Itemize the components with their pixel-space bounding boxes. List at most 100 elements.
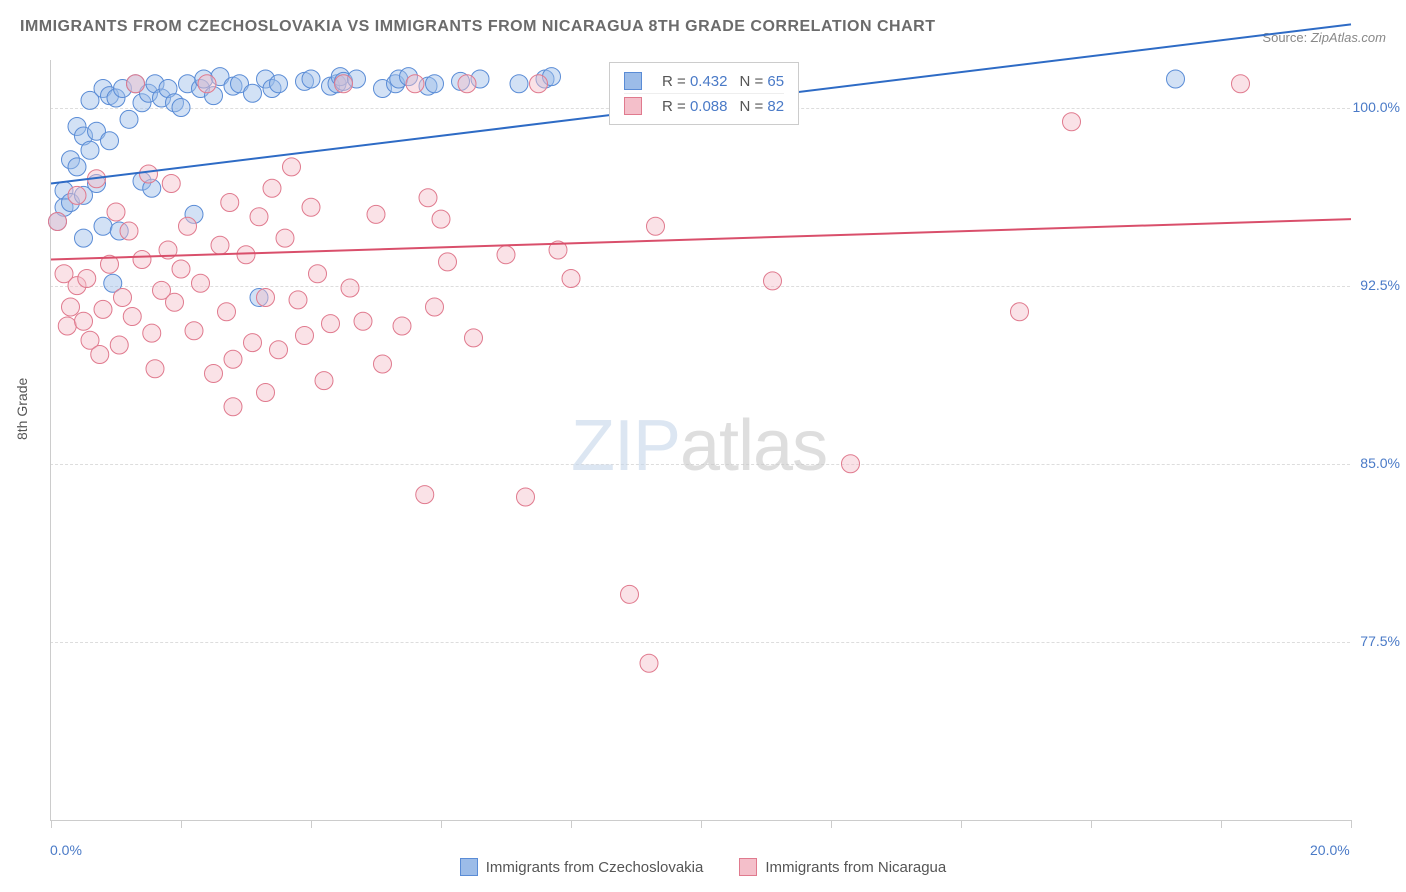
scatter-point (120, 222, 138, 240)
scatter-point (1063, 113, 1081, 131)
scatter-point (114, 289, 132, 307)
scatter-point (764, 272, 782, 290)
x-tick (571, 820, 572, 828)
scatter-point (1232, 75, 1250, 93)
stat-r: R = 0.432 (662, 73, 727, 90)
scatter-point (562, 270, 580, 288)
scatter-point (296, 327, 314, 345)
scatter-point (68, 186, 86, 204)
scatter-point (1011, 303, 1029, 321)
scatter-point (263, 179, 281, 197)
scatter-point (94, 300, 112, 318)
scatter-point (78, 270, 96, 288)
scatter-point (123, 308, 141, 326)
stat-row: R = 0.088N = 82 (624, 93, 784, 118)
scatter-point (58, 317, 76, 335)
scatter-point (49, 213, 67, 231)
scatter-point (75, 312, 93, 330)
x-tick-label: 20.0% (1310, 842, 1350, 858)
scatter-point (341, 279, 359, 297)
scatter-point (289, 291, 307, 309)
scatter-point (309, 265, 327, 283)
scatter-point (842, 455, 860, 473)
scatter-point (270, 75, 288, 93)
scatter-point (640, 654, 658, 672)
scatter-point (224, 350, 242, 368)
scatter-point (647, 217, 665, 235)
scatter-point (419, 189, 437, 207)
x-tick (311, 820, 312, 828)
scatter-point (465, 329, 483, 347)
scatter-point (143, 324, 161, 342)
scatter-point (257, 384, 275, 402)
correlation-stats-box: R = 0.432N = 65R = 0.088N = 82 (609, 62, 799, 125)
y-tick-label: 85.0% (1360, 455, 1400, 471)
x-tick (51, 820, 52, 828)
x-tick (831, 820, 832, 828)
legend-item: Immigrants from Nicaragua (739, 858, 946, 876)
scatter-point (530, 75, 548, 93)
scatter-point (107, 203, 125, 221)
scatter-point (237, 246, 255, 264)
scatter-point (244, 334, 262, 352)
source-name: ZipAtlas.com (1311, 30, 1386, 45)
stat-row: R = 0.432N = 65 (624, 69, 784, 93)
x-tick (441, 820, 442, 828)
scatter-point (497, 246, 515, 264)
scatter-point (302, 198, 320, 216)
scatter-point (367, 205, 385, 223)
y-axis-label: 8th Grade (14, 378, 30, 440)
scatter-point (205, 365, 223, 383)
scatter-point (75, 229, 93, 247)
scatter-point (283, 158, 301, 176)
x-tick (181, 820, 182, 828)
scatter-point (133, 251, 151, 269)
x-tick (961, 820, 962, 828)
stat-n: N = 82 (739, 98, 784, 115)
scatter-point (185, 322, 203, 340)
scatter-point (426, 298, 444, 316)
scatter-point (1167, 70, 1185, 88)
legend: Immigrants from Czechoslovakia Immigrants… (0, 858, 1406, 880)
scatter-point (439, 253, 457, 271)
scatter-point (221, 194, 239, 212)
scatter-point (172, 99, 190, 117)
scatter-point (257, 289, 275, 307)
scatter-point (68, 158, 86, 176)
scatter-point (101, 132, 119, 150)
x-tick (701, 820, 702, 828)
scatter-point (146, 360, 164, 378)
scatter-point (406, 75, 424, 93)
scatter-point (198, 75, 216, 93)
scatter-point (315, 372, 333, 390)
scatter-point (91, 346, 109, 364)
x-tick-label: 0.0% (50, 842, 82, 858)
scatter-point (218, 303, 236, 321)
y-tick-label: 77.5% (1360, 633, 1400, 649)
scatter-point (94, 217, 112, 235)
series-swatch (624, 97, 642, 115)
scatter-point (335, 75, 353, 93)
scatter-point (416, 486, 434, 504)
scatter-point (244, 84, 262, 102)
x-tick (1221, 820, 1222, 828)
chart-title: IMMIGRANTS FROM CZECHOSLOVAKIA VS IMMIGR… (20, 18, 935, 36)
scatter-point (62, 298, 80, 316)
legend-label: Immigrants from Nicaragua (765, 859, 946, 876)
scatter-point (393, 317, 411, 335)
scatter-point (140, 165, 158, 183)
legend-label: Immigrants from Czechoslovakia (486, 859, 704, 876)
series-swatch (624, 72, 642, 90)
trend-line (51, 219, 1351, 259)
scatter-point (81, 141, 99, 159)
plot-area: ZIPatlas R = 0.432N = 65R = 0.088N = 82 (50, 60, 1351, 821)
scatter-svg (51, 60, 1351, 820)
scatter-point (211, 236, 229, 254)
y-tick-label: 92.5% (1360, 277, 1400, 293)
scatter-point (270, 341, 288, 359)
scatter-point (276, 229, 294, 247)
legend-swatch (460, 858, 478, 876)
scatter-point (517, 488, 535, 506)
scatter-point (322, 315, 340, 333)
scatter-point (510, 75, 528, 93)
